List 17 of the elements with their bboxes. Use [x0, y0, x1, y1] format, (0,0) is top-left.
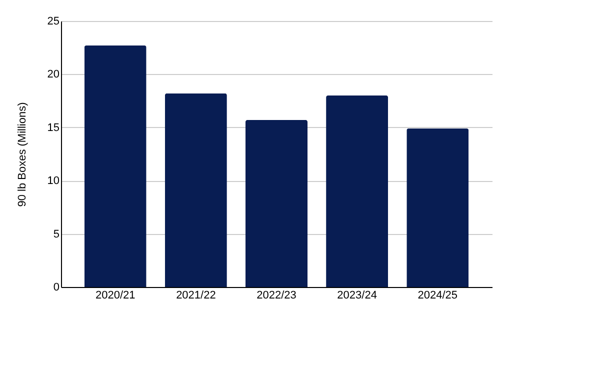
x-tick-label: 2024/25 — [418, 290, 458, 302]
y-tick-label: 20 — [47, 68, 60, 81]
y-axis-title: 90 lb Boxes (Millions) — [16, 102, 28, 207]
x-tick-label: 2020/21 — [95, 290, 136, 302]
y-tick-label: 10 — [47, 175, 60, 188]
x-tick-label: 2021/22 — [176, 290, 216, 302]
bar — [326, 95, 388, 287]
bar — [84, 45, 146, 287]
y-tick-label: 25 — [47, 16, 60, 28]
bar — [406, 128, 469, 287]
bar — [164, 93, 227, 287]
x-tick-label: 2022/23 — [256, 290, 296, 302]
x-tick-label: 2023/24 — [337, 290, 377, 302]
y-tick-label: 5 — [53, 228, 60, 240]
bar — [246, 120, 308, 287]
y-tick-label: 0 — [53, 282, 60, 294]
y-tick-label: 15 — [47, 122, 60, 134]
